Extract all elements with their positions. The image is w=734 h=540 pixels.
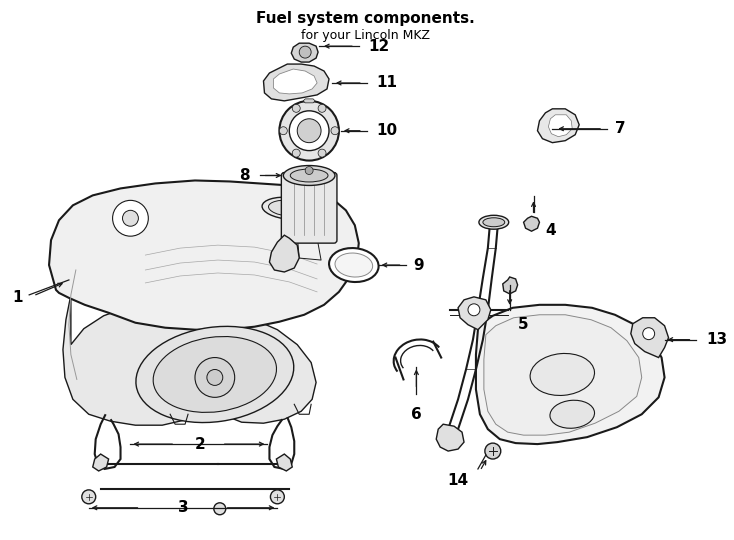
Text: 8: 8 — [239, 168, 250, 183]
Circle shape — [214, 503, 226, 515]
Text: 14: 14 — [447, 474, 468, 488]
Polygon shape — [503, 277, 517, 294]
Circle shape — [280, 127, 287, 134]
Ellipse shape — [329, 248, 379, 282]
Text: Fuel system components.: Fuel system components. — [256, 11, 475, 26]
Circle shape — [289, 111, 329, 151]
Circle shape — [297, 119, 321, 143]
Circle shape — [280, 101, 339, 160]
Ellipse shape — [269, 200, 310, 217]
Ellipse shape — [283, 166, 335, 185]
Polygon shape — [631, 318, 669, 357]
Ellipse shape — [483, 218, 505, 227]
Polygon shape — [291, 43, 318, 62]
Text: 9: 9 — [413, 258, 424, 273]
Polygon shape — [484, 315, 642, 435]
Ellipse shape — [136, 326, 294, 422]
Circle shape — [81, 490, 95, 504]
Circle shape — [331, 127, 339, 134]
Polygon shape — [63, 295, 316, 425]
Circle shape — [318, 149, 326, 157]
Polygon shape — [537, 109, 579, 143]
Circle shape — [207, 369, 223, 386]
Circle shape — [195, 357, 235, 397]
Ellipse shape — [335, 253, 373, 277]
Ellipse shape — [479, 215, 509, 229]
Text: 3: 3 — [178, 500, 189, 515]
Circle shape — [643, 328, 655, 340]
Circle shape — [123, 210, 139, 226]
Polygon shape — [92, 454, 109, 471]
Ellipse shape — [262, 197, 316, 219]
Text: 1: 1 — [12, 291, 23, 305]
Text: 5: 5 — [517, 317, 528, 332]
Circle shape — [468, 304, 480, 316]
Circle shape — [270, 490, 284, 504]
Text: 2: 2 — [195, 437, 206, 451]
Text: 11: 11 — [377, 76, 398, 91]
Polygon shape — [264, 64, 329, 101]
FancyBboxPatch shape — [281, 172, 337, 243]
Circle shape — [292, 104, 300, 112]
Polygon shape — [458, 297, 491, 330]
Text: 13: 13 — [706, 332, 727, 347]
Polygon shape — [269, 235, 299, 272]
Text: 6: 6 — [411, 407, 422, 422]
Circle shape — [318, 104, 326, 112]
Polygon shape — [476, 305, 664, 444]
Circle shape — [485, 443, 501, 459]
Polygon shape — [436, 424, 464, 451]
Text: 4: 4 — [545, 222, 556, 238]
Circle shape — [305, 166, 313, 174]
Polygon shape — [49, 180, 359, 330]
Ellipse shape — [290, 169, 328, 182]
Text: for your Lincoln MKZ: for your Lincoln MKZ — [301, 29, 430, 42]
Polygon shape — [523, 217, 539, 231]
Circle shape — [112, 200, 148, 236]
Text: 10: 10 — [377, 123, 398, 138]
Ellipse shape — [153, 336, 277, 413]
Polygon shape — [273, 69, 317, 94]
Ellipse shape — [550, 400, 595, 428]
Polygon shape — [277, 454, 292, 471]
Circle shape — [292, 149, 300, 157]
Polygon shape — [303, 99, 315, 103]
Polygon shape — [548, 115, 573, 137]
Text: 7: 7 — [615, 122, 625, 136]
Circle shape — [299, 46, 311, 58]
Ellipse shape — [530, 354, 595, 395]
Text: 12: 12 — [368, 39, 390, 53]
